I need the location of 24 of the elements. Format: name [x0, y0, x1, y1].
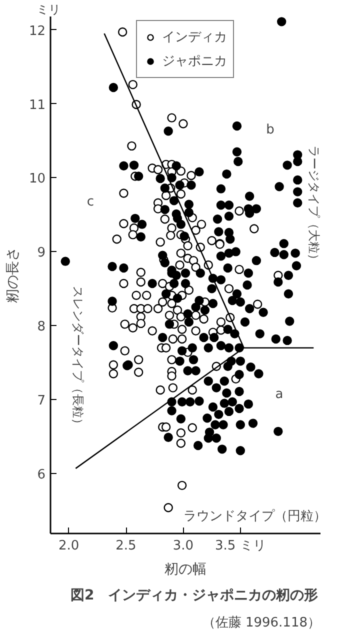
annotation: c [86, 194, 94, 210]
x-tick-label: 3.5 ミリ [215, 538, 266, 554]
y-axis-title: 籾の長さ [4, 247, 21, 303]
text: （佐藤 1996.118） [202, 616, 321, 630]
y-tick-label: 6 [37, 468, 46, 483]
x-tick-label: 3.0 [172, 538, 194, 554]
y-tick-label: 7 [37, 394, 46, 409]
x-tick-label: 2.0 [58, 538, 80, 554]
y-tick-label: 8 [37, 320, 46, 335]
y-tick-label: 11 [28, 98, 46, 113]
annotation: スレンダータイプ（長粒） [71, 286, 86, 430]
annotation: ミリ [36, 2, 60, 16]
annotation: ラージタイプ（大粒） [306, 146, 321, 266]
x-axis-title: 籾の幅 [164, 562, 206, 578]
legend-label: インディカ [162, 29, 227, 46]
y-tick-label: 12 [28, 24, 46, 39]
annotation: ラウンドタイプ（円粒） [184, 508, 327, 524]
legend-label: ジャポニカ [162, 53, 227, 70]
annotation: b [266, 122, 274, 138]
text: 図2 インディカ・ジャポニカの籾の形 [70, 588, 318, 604]
x-tick-label: 2.5 [116, 538, 136, 554]
y-tick-label: 10 [28, 172, 46, 187]
y-tick-label: 9 [37, 246, 46, 261]
annotation: a [275, 386, 284, 402]
